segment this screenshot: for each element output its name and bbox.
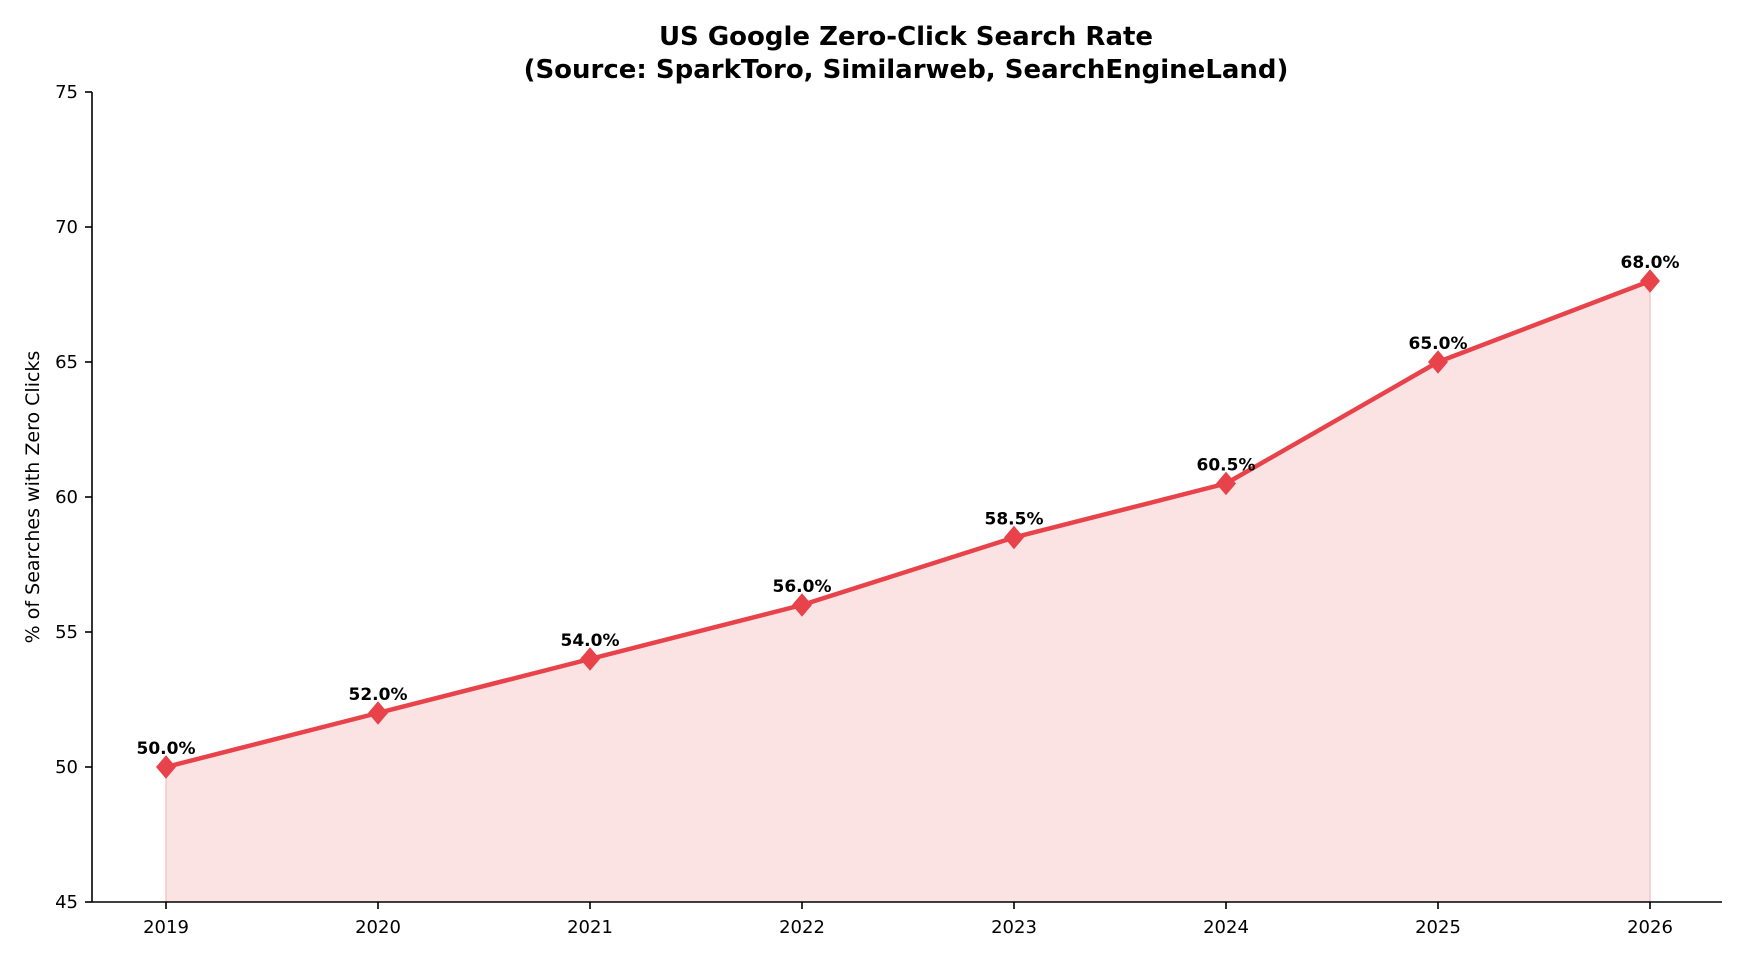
data-label: 56.0% <box>773 577 832 597</box>
data-point-marker <box>367 701 389 725</box>
x-tick-label: 2023 <box>991 917 1037 938</box>
y-tick-label: 70 <box>55 217 78 238</box>
x-tick-label: 2025 <box>1415 917 1461 938</box>
x-tick-label: 2024 <box>1203 917 1249 938</box>
markers-layer <box>155 269 1661 779</box>
data-point-marker <box>579 647 601 671</box>
area-fill-layer <box>165 281 1651 902</box>
y-ticks: 45 50 55 60 65 70 75 <box>55 82 92 913</box>
chart-title-line2: (Source: SparkToro, Similarweb, SearchEn… <box>524 55 1289 85</box>
x-tick-label: 2020 <box>355 917 401 938</box>
data-label: 54.0% <box>561 631 620 651</box>
data-label: 50.0% <box>137 739 196 759</box>
x-tick-label: 2022 <box>779 917 825 938</box>
series-line-layer <box>163 278 1653 770</box>
series-area-fill <box>166 281 1650 902</box>
data-point-marker <box>791 593 813 617</box>
chart-title-line1: US Google Zero-Click Search Rate <box>659 22 1153 52</box>
x-tick-label: 2026 <box>1627 917 1673 938</box>
data-point-marker <box>1003 525 1025 550</box>
series-line <box>163 278 1653 770</box>
x-tick-label: 2019 <box>143 917 189 938</box>
y-tick-label: 65 <box>55 352 78 373</box>
data-point-marker <box>1427 350 1449 374</box>
y-tick-label: 75 <box>55 82 78 103</box>
data-label: 65.0% <box>1409 334 1468 354</box>
data-point-marker <box>155 755 177 779</box>
data-label: 60.5% <box>1197 456 1256 476</box>
data-label: 58.5% <box>985 510 1044 530</box>
y-tick-label: 55 <box>55 622 78 643</box>
data-point-marker <box>1215 471 1237 496</box>
data-labels-layer: 50.0% 52.0% 54.0% 56.0% 58.5% 60.5% 65.0% 68.0% <box>137 253 1680 759</box>
y-tick-label: 50 <box>55 757 78 778</box>
x-ticks: 2019 2020 2021 2022 2023 2024 2025 2026 <box>143 902 1673 938</box>
data-label: 52.0% <box>349 685 408 705</box>
x-tick-label: 2021 <box>567 917 613 938</box>
y-tick-label: 60 <box>55 487 78 508</box>
data-point-marker <box>1639 269 1661 293</box>
y-axis-label: % of Searches with Zero Clicks <box>22 351 44 644</box>
y-tick-label: 45 <box>55 892 78 913</box>
data-label: 68.0% <box>1621 253 1680 273</box>
